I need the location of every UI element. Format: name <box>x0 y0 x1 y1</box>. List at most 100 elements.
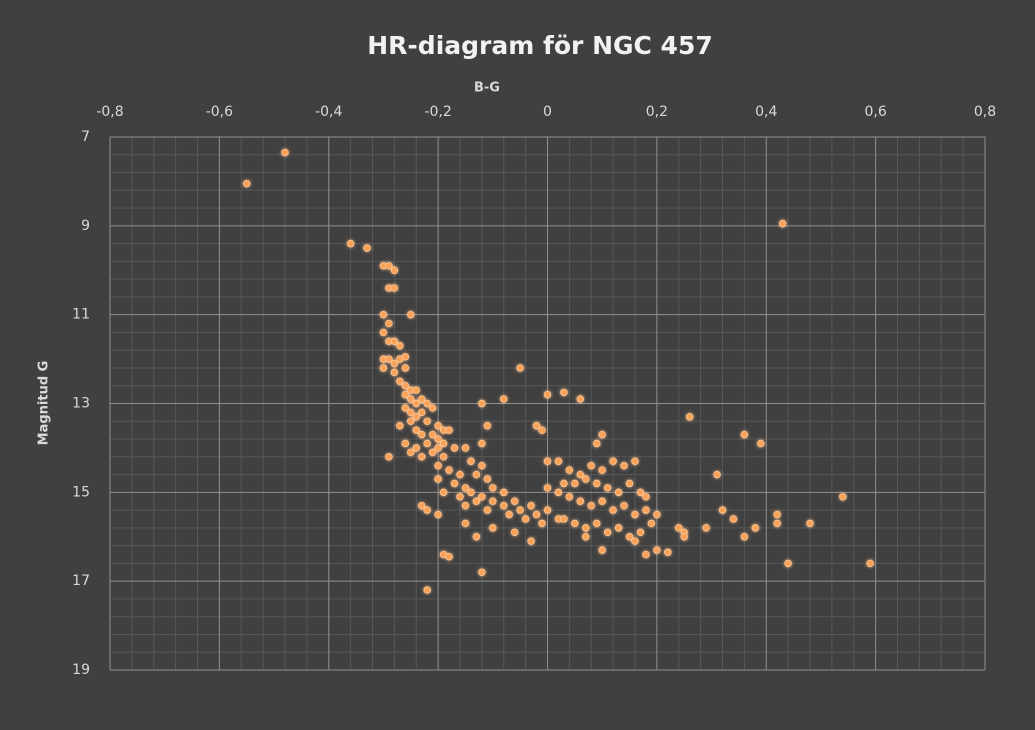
data-point <box>418 408 426 417</box>
data-point <box>390 359 399 368</box>
data-point <box>571 479 579 488</box>
data-point <box>773 519 781 528</box>
data-point <box>489 524 497 532</box>
data-point <box>363 244 371 252</box>
data-point <box>379 310 388 319</box>
data-point <box>609 457 617 465</box>
data-point <box>434 475 442 483</box>
data-point <box>407 417 415 425</box>
data-point <box>434 510 442 519</box>
data-point <box>401 390 410 399</box>
data-point <box>423 399 431 408</box>
data-point <box>543 390 552 399</box>
data-point <box>428 430 437 439</box>
data-point <box>740 533 749 541</box>
data-point <box>866 559 874 568</box>
data-point <box>439 453 448 461</box>
data-point <box>636 528 645 537</box>
chart-title: HR-diagram för NGC 457 <box>367 31 713 60</box>
data-point <box>516 506 524 514</box>
data-point <box>560 515 568 523</box>
data-point <box>565 493 574 501</box>
data-point <box>560 388 568 397</box>
data-point <box>396 377 404 385</box>
data-point <box>685 413 694 421</box>
data-point <box>653 510 661 519</box>
data-point <box>472 470 481 479</box>
x-tick-label: -0,8 <box>96 104 123 120</box>
data-point <box>718 506 727 514</box>
x-tick-label: -0,6 <box>206 104 233 120</box>
data-point <box>839 493 847 501</box>
data-point <box>565 466 574 474</box>
y-tick-label: 17 <box>72 573 90 589</box>
data-point <box>385 453 393 461</box>
data-point <box>423 506 431 514</box>
data-point <box>401 364 410 372</box>
data-point <box>483 475 492 483</box>
data-point <box>412 444 420 452</box>
data-point <box>778 219 787 228</box>
data-point <box>571 519 579 528</box>
data-point <box>407 448 415 457</box>
data-point <box>461 519 470 528</box>
x-tick-label: -0,4 <box>315 104 342 120</box>
data-point <box>456 493 464 501</box>
data-point <box>598 430 606 439</box>
data-point <box>582 533 590 541</box>
data-point <box>428 404 437 412</box>
data-point <box>434 461 442 470</box>
data-point <box>478 399 486 408</box>
data-point <box>510 497 519 505</box>
data-point <box>467 488 475 497</box>
major-grid <box>109 136 986 671</box>
data-point <box>614 488 623 497</box>
data-point <box>620 461 628 470</box>
data-point <box>385 262 393 270</box>
data-point <box>598 546 606 554</box>
data-point <box>576 395 585 403</box>
data-point <box>784 559 792 568</box>
data-point <box>434 422 442 430</box>
data-point <box>385 355 393 363</box>
data-point <box>418 453 426 461</box>
data-point <box>620 501 628 510</box>
data-point <box>407 310 415 319</box>
data-point <box>445 426 453 434</box>
x-tick-label: 0,4 <box>755 104 777 120</box>
data-point <box>582 475 590 483</box>
y-tick-label: 13 <box>72 396 90 412</box>
x-tick-label: -0,2 <box>424 104 451 120</box>
data-point <box>379 328 388 337</box>
data-point <box>527 501 535 510</box>
data-point <box>472 497 481 505</box>
data-point <box>467 457 475 465</box>
data-point <box>516 364 524 372</box>
data-point <box>593 439 601 448</box>
data-point <box>636 488 645 497</box>
data-point <box>653 546 661 554</box>
data-point <box>418 501 426 510</box>
y-tick-label: 11 <box>72 307 90 323</box>
data-point <box>598 497 606 505</box>
data-point <box>500 395 508 403</box>
data-point <box>527 537 535 545</box>
data-point <box>461 444 470 452</box>
data-point <box>593 479 601 488</box>
data-point <box>729 515 738 523</box>
data-point <box>582 524 590 532</box>
data-point <box>603 484 612 492</box>
data-point <box>713 470 721 479</box>
data-point <box>806 519 814 528</box>
data-point <box>631 510 639 519</box>
data-point <box>450 479 459 488</box>
data-point <box>500 488 508 497</box>
data-point <box>625 533 634 541</box>
data-point <box>412 426 420 434</box>
x-tick-label: 0,8 <box>974 104 996 120</box>
data-point <box>631 457 639 465</box>
data-point <box>489 484 497 492</box>
data-point <box>560 479 568 488</box>
data-point <box>412 399 420 408</box>
